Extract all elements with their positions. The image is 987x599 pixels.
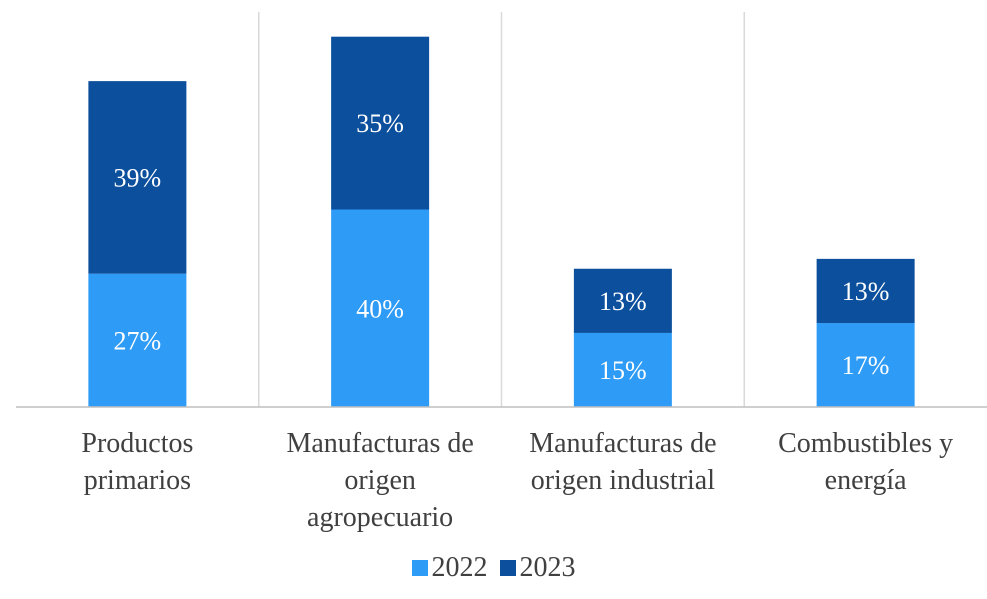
bar-2023-1 [88, 81, 187, 274]
bar-2023-2 [331, 36, 430, 210]
bar-2022-3 [573, 332, 672, 407]
legend-label-2023: 2023 [519, 552, 576, 583]
data-label-2023-4: 13% [842, 277, 890, 306]
data-label-2022-4: 17% [842, 351, 890, 380]
bar-2023-3 [573, 268, 672, 333]
data-label-2022-2: 40% [356, 294, 404, 323]
category-label-3: origen industrial [531, 465, 716, 496]
category-label-4: energía [825, 465, 907, 496]
bar-2022-4 [816, 323, 915, 407]
chart-legend: 2022 2023 [0, 550, 987, 586]
data-label-2022-1: 27% [114, 326, 162, 355]
bar-2022-2 [331, 209, 430, 407]
category-label-2: agropecuario [307, 502, 453, 533]
data-label-2023-3: 13% [599, 287, 647, 316]
category-label-2: origen [344, 465, 416, 496]
bar-2022-1 [88, 273, 187, 407]
category-label-1: Productos [81, 428, 193, 459]
legend-swatch-2023 [499, 560, 516, 576]
bar-2023-4 [816, 258, 915, 324]
legend-label-2022: 2022 [431, 552, 488, 583]
category-label-2: Manufacturas de [286, 428, 473, 459]
data-label-2023-2: 35% [356, 109, 404, 138]
legend-item-2022: 2022 [411, 552, 488, 584]
legend-item-2023: 2023 [499, 552, 576, 584]
category-label-1: primarios [84, 465, 191, 496]
category-label-3: Manufacturas de [529, 428, 716, 459]
legend-swatch-2022 [411, 560, 428, 576]
data-label-2022-3: 15% [599, 356, 647, 385]
data-label-2023-1: 39% [114, 163, 162, 192]
category-label-4: Combustibles y [778, 428, 953, 459]
